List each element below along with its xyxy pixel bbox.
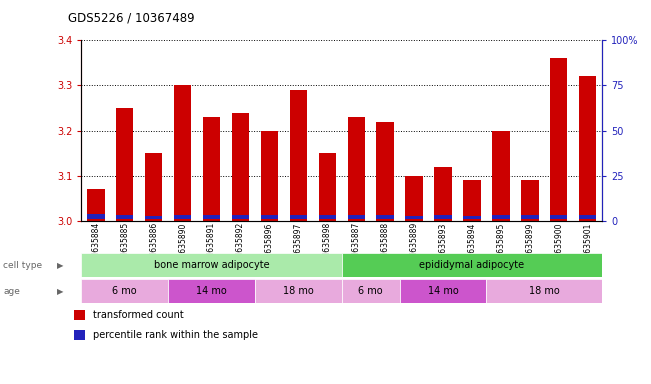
Bar [261, 131, 278, 221]
Bar [434, 167, 452, 221]
Bar [87, 214, 105, 219]
Bar [342, 253, 602, 277]
Text: percentile rank within the sample: percentile rank within the sample [93, 330, 258, 340]
Text: cell type: cell type [3, 261, 42, 270]
Bar [492, 215, 510, 219]
Bar [348, 215, 365, 219]
Text: ▶: ▶ [57, 286, 64, 296]
Bar [318, 153, 336, 221]
Bar [521, 215, 538, 219]
Bar [87, 189, 105, 221]
Bar [255, 279, 342, 303]
Text: age: age [3, 286, 20, 296]
Text: 14 mo: 14 mo [428, 286, 458, 296]
Bar [486, 279, 602, 303]
Bar [174, 86, 191, 221]
Bar [376, 215, 394, 219]
Bar [74, 330, 85, 340]
Text: bone marrow adipocyte: bone marrow adipocyte [154, 260, 270, 270]
Bar [145, 216, 162, 219]
Text: transformed count: transformed count [93, 310, 184, 319]
Bar [116, 215, 133, 219]
Bar [203, 117, 220, 221]
Bar [232, 113, 249, 221]
Bar [261, 215, 278, 219]
Bar [550, 215, 568, 219]
Bar [521, 180, 538, 221]
Bar [232, 215, 249, 219]
Bar [550, 58, 568, 221]
Bar [168, 279, 255, 303]
Bar [74, 310, 85, 320]
Bar [116, 108, 133, 221]
Text: 18 mo: 18 mo [529, 286, 560, 296]
Text: 18 mo: 18 mo [283, 286, 314, 296]
Bar [579, 215, 596, 219]
Bar [318, 215, 336, 219]
Text: 6 mo: 6 mo [113, 286, 137, 296]
Bar [464, 216, 480, 219]
Text: 6 mo: 6 mo [359, 286, 383, 296]
Bar [464, 180, 480, 221]
Text: 14 mo: 14 mo [196, 286, 227, 296]
Bar [342, 279, 400, 303]
Bar [434, 215, 452, 219]
Bar [174, 215, 191, 219]
Bar [406, 175, 422, 221]
Text: GDS5226 / 10367489: GDS5226 / 10367489 [68, 12, 195, 25]
Bar [81, 253, 342, 277]
Text: epididymal adipocyte: epididymal adipocyte [419, 260, 525, 270]
Bar [81, 279, 168, 303]
Bar [376, 121, 394, 221]
Bar [579, 76, 596, 221]
Bar [400, 279, 486, 303]
Bar [290, 90, 307, 221]
Text: ▶: ▶ [57, 261, 64, 270]
Bar [348, 117, 365, 221]
Bar [290, 215, 307, 219]
Bar [406, 216, 422, 219]
Bar [492, 131, 510, 221]
Bar [145, 153, 162, 221]
Bar [203, 215, 220, 219]
